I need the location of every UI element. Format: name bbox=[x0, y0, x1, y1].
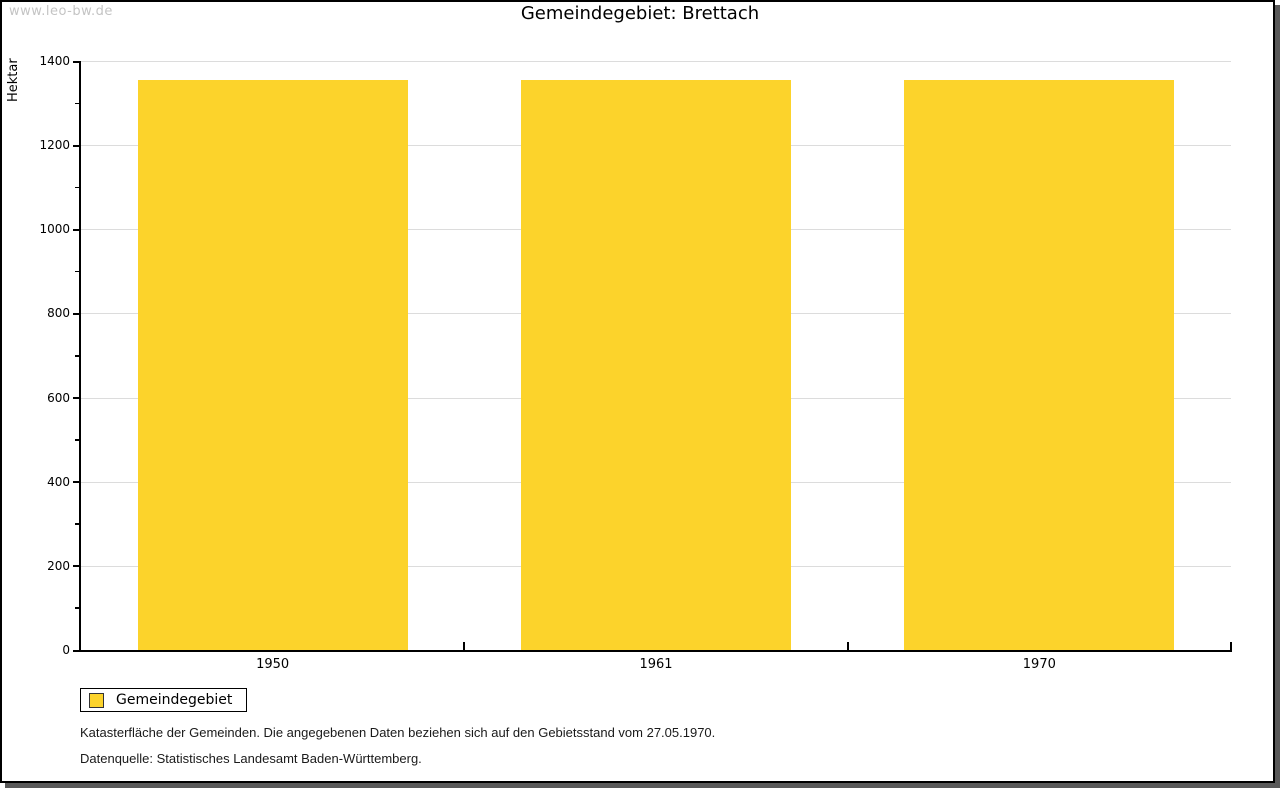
x-boundary-tick bbox=[846, 642, 849, 650]
x-tick-label: 1970 bbox=[1022, 657, 1056, 672]
bar-1950 bbox=[137, 80, 408, 650]
y-major-tick bbox=[73, 565, 80, 568]
gridline bbox=[81, 61, 1231, 62]
y-minor-tick bbox=[75, 270, 80, 273]
chart-title: Gemeindegebiet: Brettach bbox=[520, 3, 760, 24]
footnote-line2: Datenquelle: Statistisches Landesamt Bad… bbox=[80, 751, 422, 766]
bar-1961 bbox=[521, 80, 791, 650]
footnote-line1: Katasterfläche der Gemeinden. Die angege… bbox=[80, 725, 716, 740]
x-axis-end-tick bbox=[1230, 642, 1232, 650]
x-tick-label: 1961 bbox=[639, 657, 673, 672]
y-minor-tick bbox=[75, 439, 80, 441]
bar-1970 bbox=[904, 80, 1175, 650]
legend-label: Gemeindegebiet bbox=[116, 692, 233, 708]
y-axis-line bbox=[79, 61, 81, 652]
y-minor-tick bbox=[75, 186, 80, 189]
y-tick-label: 0 bbox=[62, 643, 70, 657]
y-major-tick bbox=[73, 649, 80, 652]
y-tick-label: 600 bbox=[47, 390, 70, 405]
y-tick-label: 1400 bbox=[39, 54, 70, 68]
y-minor-tick bbox=[75, 102, 80, 105]
y-axis-label: Hektar bbox=[6, 58, 21, 102]
y-major-tick bbox=[73, 481, 80, 484]
y-minor-tick bbox=[75, 355, 80, 357]
x-tick-label: 1950 bbox=[256, 657, 290, 672]
y-major-tick bbox=[73, 397, 80, 400]
x-axis-line bbox=[79, 650, 1232, 652]
y-tick-label: 1200 bbox=[39, 138, 70, 153]
legend-swatch-icon bbox=[89, 692, 104, 708]
watermark-text: www.leo-bw.de bbox=[9, 4, 113, 19]
y-tick-label: 200 bbox=[47, 558, 70, 573]
y-minor-tick bbox=[75, 607, 80, 609]
x-boundary-tick bbox=[463, 642, 466, 650]
y-major-tick bbox=[73, 312, 80, 315]
y-minor-tick bbox=[75, 523, 80, 525]
y-major-tick bbox=[73, 60, 80, 63]
y-tick-label: 800 bbox=[47, 306, 70, 321]
y-tick-label: 400 bbox=[47, 474, 70, 489]
y-major-tick bbox=[73, 144, 80, 147]
y-major-tick bbox=[73, 228, 80, 231]
legend: Gemeindegebiet bbox=[80, 688, 248, 712]
y-tick-label: 1000 bbox=[39, 222, 70, 237]
